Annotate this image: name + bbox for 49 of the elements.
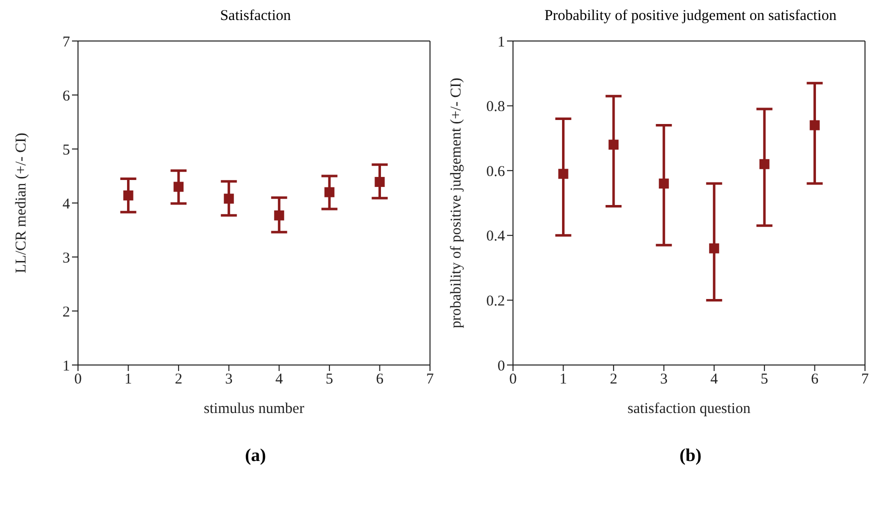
x-tick-label: 7 bbox=[426, 372, 434, 388]
point bbox=[123, 190, 134, 200]
y-axis-title: LL/CR median (+/- CI) bbox=[13, 132, 30, 274]
x-tick-label: 6 bbox=[376, 372, 384, 388]
y-tick-label: 1 bbox=[62, 358, 70, 374]
x-tick-label: 5 bbox=[326, 372, 334, 388]
y-tick-label: 4 bbox=[62, 196, 70, 212]
point bbox=[709, 243, 720, 254]
y-tick-label: 0.4 bbox=[486, 228, 506, 245]
x-tick-label: 0 bbox=[74, 372, 82, 388]
x-tick-label: 4 bbox=[710, 372, 718, 388]
chart-title: Probability of positive judgement on satisfaction bbox=[543, 8, 838, 26]
chart-title: Satisfaction bbox=[219, 8, 292, 26]
y-tick-label: 0.6 bbox=[486, 164, 506, 180]
text: (b) bbox=[678, 445, 702, 466]
x-tick-label: 1 bbox=[560, 372, 568, 388]
y-tick-label: 2 bbox=[62, 304, 70, 320]
point bbox=[608, 140, 619, 150]
x-axis-title: stimulus number bbox=[204, 401, 304, 417]
x-tick-label: 7 bbox=[861, 372, 870, 388]
x-tick-label: 1 bbox=[124, 372, 132, 388]
x-tick-label: 0 bbox=[509, 372, 517, 388]
x-tick-label: 3 bbox=[660, 372, 668, 388]
y-tick-label: 0 bbox=[498, 358, 505, 374]
point bbox=[274, 210, 284, 220]
point bbox=[374, 176, 385, 187]
y-tick-label: 0.2 bbox=[486, 294, 505, 310]
y-tick-label: 1 bbox=[498, 34, 505, 50]
x-tick-label: 2 bbox=[610, 372, 618, 388]
y-tick-label: 7 bbox=[62, 34, 70, 50]
point bbox=[174, 182, 184, 192]
y-tick-label: 3 bbox=[62, 250, 70, 266]
point bbox=[759, 159, 770, 170]
x-tick-label: 3 bbox=[225, 372, 233, 388]
x-tick-label: 2 bbox=[174, 372, 182, 388]
point bbox=[810, 120, 820, 130]
text: (a) bbox=[244, 445, 267, 466]
y-tick-label: 5 bbox=[62, 142, 70, 158]
x-tick-label: 5 bbox=[760, 372, 768, 388]
x-tick-label: 4 bbox=[275, 372, 284, 388]
y-tick-label: 0.8 bbox=[486, 99, 505, 116]
point bbox=[224, 194, 234, 204]
x-axis-title: satisfaction question bbox=[628, 401, 751, 417]
point bbox=[658, 178, 669, 189]
x-tick-label: 6 bbox=[810, 372, 819, 388]
point bbox=[558, 168, 568, 179]
y-axis-title: probability of positive judgement (+/- CI) bbox=[448, 78, 464, 328]
point bbox=[324, 187, 334, 198]
y-tick-label: 6 bbox=[62, 88, 70, 104]
